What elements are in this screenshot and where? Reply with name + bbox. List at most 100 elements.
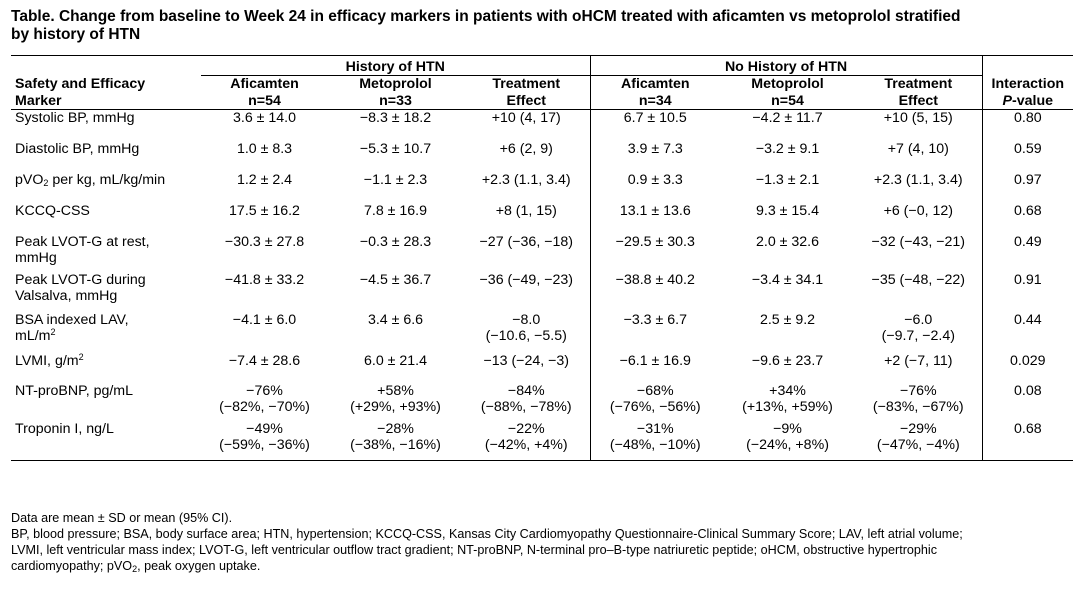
htn-te-header-line2: Effect [506,92,546,109]
htn-aficamten-header-line2: n=54 [248,92,281,109]
value: 2.0 ± 32.6 [756,233,820,250]
htn-aficamten-cell: 1.2 ± 2.4 [201,172,328,203]
value: +2.3 (1.1, 3.4) [873,171,963,188]
value: +10 (5, 15) [883,110,953,126]
no-htn-metoprolol-cell: −9% (−24%, +8%) [720,420,856,461]
header-blank-right [982,55,1074,76]
group-htn-header: History of HTN [201,55,591,76]
no-htn-metoprolol-cell: −4.2 ± 11.7 [720,110,855,141]
marker-label-line2: mL/m2 [15,328,201,345]
no-htn-aficamten-cell: −31% (−48%, −10%) [590,420,721,461]
no-htn-metoprolol-cell: −3.2 ± 9.1 [720,141,855,172]
group-no-htn-header: No History of HTN [590,55,983,76]
marker-column-header: Safety and Efficacy Marker [11,75,201,110]
marker-label: BSA indexed LAV, [15,311,129,328]
column-header-row: Safety and Efficacy Marker Aficamten n=5… [11,75,1074,110]
group-header-row: History of HTN No History of HTN [11,55,1074,76]
htn-te-cell: −36 (−49, −23) [463,271,591,312]
value: −68% [636,382,674,399]
value-ci: (−24%, +8%) [746,437,829,453]
value: −5.3 ± 10.7 [359,140,432,157]
header-blank [11,55,201,76]
title-line-1: Table. Change from baseline to Week 24 i… [11,8,961,25]
value: −1.3 ± 2.1 [755,171,820,188]
no-htn-te-cell: +6 (−0, 12) [855,202,983,234]
htn-aficamten-cell: 3.6 ± 14.0 [201,110,328,141]
subscript: 2 [132,564,138,574]
value: +6 (2, 9) [499,140,553,157]
value: 3.9 ± 7.3 [627,140,683,157]
no-htn-te-cell: −29% (−47%, −4%) [855,420,983,461]
no-htn-te-cell: −32 (−43, −21) [855,233,983,272]
value: +2 (−7, 11) [884,352,953,369]
no-htn-metoprolol-cell: +34% (+13%, +59%) [720,383,855,421]
no-htn-te-cell: +2 (−7, 11) [855,352,983,383]
no-htn-aficamten-header-line1: Aficamten [620,76,690,92]
htn-aficamten-cell: −41.8 ± 33.2 [201,272,328,312]
no-htn-aficamten-cell: 3.9 ± 7.3 [590,141,720,172]
marker-cell: Peak LVOT-G at rest, mmHg [11,234,201,272]
no-htn-metoprolol-cell: 2.0 ± 32.6 [720,234,855,272]
value: −9.6 ± 23.7 [751,352,824,369]
no-htn-aficamten-cell: −6.1 ± 16.9 [590,353,720,383]
value: 0.68 [1013,202,1042,219]
table-title: Table. Change from baseline to Week 24 i… [11,8,1071,44]
table-row: Systolic BP, mmHg 3.6 ± 14.0 −8.3 ± 18.2… [11,109,1073,141]
value: 0.91 [1013,271,1042,288]
p-value-cell: 0.68 [982,420,1074,461]
title-line-2: by history of HTN [11,26,141,43]
table-row: LVMI, g/m2 −7.4 ± 28.6 6.0 ± 21.4 −13 (−… [11,352,1073,383]
value: −31% [636,420,674,437]
marker-cell: Diastolic BP, mmHg [11,141,201,172]
value: −3.4 ± 34.1 [751,271,824,288]
table-row: pVO2 per kg, mL/kg/min 1.2 ± 2.4 −1.1 ± … [11,171,1073,203]
marker-cell: LVMI, g/m2 [11,352,201,383]
value: 13.1 ± 13.6 [619,202,691,219]
value-ci: (−38%, −16%) [350,437,441,453]
no-htn-te-cell: −76% (−83%, −67%) [855,382,983,421]
interaction-p-header: Interaction P-value [982,75,1074,110]
value: 2.5 ± 9.2 [759,311,816,328]
no-htn-aficamten-cell: 0.9 ± 3.3 [590,172,720,203]
value: +7 (4, 10) [887,140,949,157]
value: 0.44 [1013,311,1042,328]
htn-aficamten-cell: −7.4 ± 28.6 [201,353,328,383]
value: −3.3 ± 6.7 [623,311,687,328]
p-value-cell: 0.029 [982,353,1073,383]
value: −84% [507,382,545,399]
htn-te-cell: −8.0 (−10.6, −5.5) [463,311,591,353]
htn-te-cell: −22% (−42%, +4%) [463,420,591,461]
table-row: Peak LVOT-G during Valsalva, mmHg −41.8 ±… [11,271,1073,312]
value-ci: (−10.6, −5.5) [485,328,567,344]
no-htn-aficamten-cell: −38.8 ± 40.2 [590,272,720,312]
no-htn-metoprolol-cell: 9.3 ± 15.4 [720,203,855,234]
value: −27 (−36, −18) [479,233,573,250]
p-value-cell: 0.80 [982,110,1073,141]
p-value-cell: 0.91 [982,272,1073,312]
p-value-cell: 0.68 [982,203,1073,234]
htn-metoprolol-cell: −4.5 ± 36.7 [328,272,463,312]
value: 0.59 [1013,140,1042,157]
marker-cell: pVO2 per kg, mL/kg/min [11,172,201,203]
marker-label: NT-proBNP, pg/mL [15,382,134,399]
marker-label: Troponin I, ng/L [15,420,114,437]
value: −8.3 ± 18.2 [359,110,432,126]
no-htn-metoprolol-cell: −9.6 ± 23.7 [720,353,855,383]
p-value-cell: 0.49 [982,234,1073,272]
marker-label: Diastolic BP, mmHg [15,140,140,157]
table-row: KCCQ-CSS 17.5 ± 16.2 7.8 ± 16.9 +8 (1, 1… [11,202,1073,234]
value: −30.3 ± 27.8 [224,233,305,250]
htn-aficamten-cell: −4.1 ± 6.0 [201,312,328,353]
value: 0.08 [1013,382,1042,399]
value: +8 (1, 15) [495,202,557,219]
htn-treatment-effect-header: Treatment Effect [463,75,591,110]
value: −6.1 ± 16.9 [619,352,691,369]
no-htn-aficamten-header-line2: n=34 [638,92,672,109]
interaction-header-line2: P-value [983,93,1074,110]
marker-label: LVMI, g/m [15,352,79,369]
no-htn-te-cell: +2.3 (1.1, 3.4) [855,171,983,203]
value: −7.4 ± 28.6 [228,352,301,369]
htn-metoprolol-cell: 3.4 ± 6.6 [328,312,463,353]
marker-label-line2: mmHg [15,250,57,266]
htn-aficamten-cell: −49% (−59%, −36%) [201,420,328,461]
